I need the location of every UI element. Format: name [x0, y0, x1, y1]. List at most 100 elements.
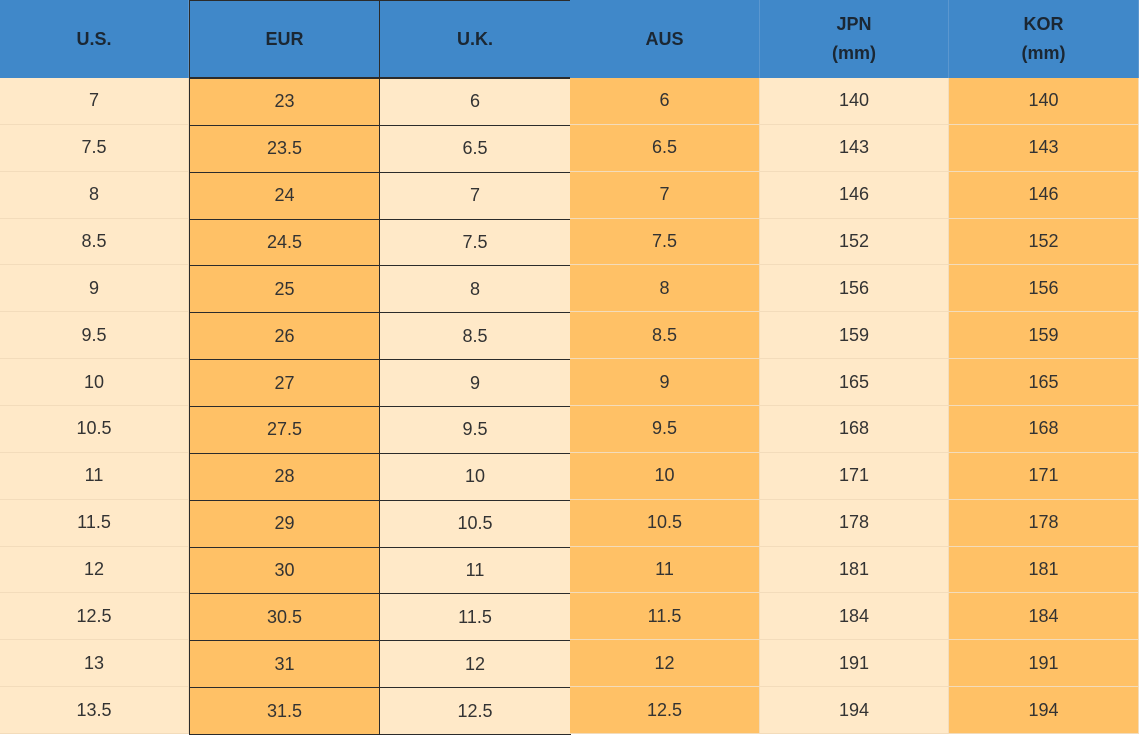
- table-cell: 8.5: [379, 312, 571, 361]
- table-cell: 26: [189, 312, 380, 361]
- cell-text: 8: [659, 277, 670, 298]
- table-cell: 9: [570, 359, 760, 406]
- table-cell: 31.5: [189, 687, 380, 735]
- cell-text: 12.5: [457, 700, 493, 721]
- table-cell: 6.5: [379, 124, 571, 173]
- table-cell: 25: [189, 265, 380, 314]
- header-cell: U.S.: [0, 0, 189, 78]
- cell-text: 30.5: [266, 606, 303, 627]
- cell-text: 10: [83, 371, 105, 392]
- table-cell: 13.5: [0, 687, 189, 734]
- table-cell: 7.5: [570, 218, 760, 266]
- cell-text: 171: [1028, 465, 1059, 486]
- cell-text: 9: [469, 372, 480, 393]
- table-cell: 152: [949, 218, 1139, 266]
- cell-text: 191: [1028, 652, 1059, 673]
- table-cell: 178: [949, 499, 1139, 547]
- cell-text: 7.5: [462, 231, 488, 252]
- cell-text: 23: [274, 91, 295, 112]
- cell-text: U.K.: [457, 28, 493, 49]
- cell-text: 9.5: [81, 324, 107, 345]
- cell-text: 9: [659, 371, 670, 392]
- table-cell: 6: [379, 78, 571, 126]
- table-cell: 143: [760, 124, 949, 172]
- table-cell: 168: [949, 406, 1139, 453]
- cell-text: 6: [469, 91, 480, 112]
- cell-text: 140: [838, 90, 870, 111]
- cell-text: 8: [469, 278, 480, 299]
- cell-text: 152: [838, 230, 870, 251]
- table-cell: 30: [189, 546, 380, 595]
- table-cell: 9: [0, 265, 189, 313]
- table-cell: 9.5: [0, 312, 189, 360]
- table-cell: 171: [760, 452, 949, 500]
- table-cell: 27: [189, 359, 380, 407]
- table-cell: 10: [570, 452, 760, 500]
- cell-text: 165: [1028, 371, 1059, 392]
- cell-text: 159: [838, 324, 870, 345]
- table-cell: 23: [189, 78, 380, 126]
- cell-text: 140: [1028, 90, 1059, 111]
- table-cell: 12: [0, 546, 189, 594]
- cell-text: 24: [274, 185, 295, 206]
- table-cell: 12: [570, 640, 760, 688]
- cell-text: 7.5: [651, 230, 678, 251]
- cell-text: 30: [274, 559, 295, 580]
- cell-text: AUS: [645, 28, 684, 49]
- table-cell: 178: [760, 499, 949, 547]
- header-cell: AUS: [570, 0, 760, 78]
- table-cell: 194: [760, 687, 949, 734]
- table-cell: 8: [379, 265, 571, 314]
- cell-text: 11: [84, 465, 104, 486]
- table-cell: 10.5: [379, 499, 571, 548]
- table-cell: 7.5: [379, 218, 571, 267]
- cell-text: 143: [1028, 137, 1059, 158]
- table-cell: 8: [570, 265, 760, 313]
- cell-text: 143: [838, 137, 870, 158]
- table-cell: 23.5: [189, 124, 380, 173]
- cell-text: EUR: [265, 28, 304, 49]
- table-cell: 9.5: [570, 406, 760, 453]
- cell-text: 23.5: [266, 138, 303, 159]
- table-cell: 171: [949, 452, 1139, 500]
- table-cell: 7.5: [0, 124, 189, 172]
- cell-text: 9: [88, 277, 99, 298]
- cell-text: 12.5: [76, 605, 112, 626]
- cell-text: 7: [469, 185, 480, 206]
- table-cell: 140: [760, 78, 949, 125]
- cell-text: 146: [838, 184, 870, 205]
- cell-text: 13: [83, 652, 105, 673]
- table-cell: 13: [0, 640, 189, 688]
- cell-text: 11: [465, 559, 485, 580]
- table-cell: 6: [570, 78, 760, 125]
- cell-text: 27.5: [266, 419, 303, 440]
- table-cell: 8: [0, 171, 189, 219]
- table-cell: 11: [379, 546, 571, 595]
- table-cell: 156: [760, 265, 949, 313]
- table-cell: 11.5: [570, 593, 760, 641]
- table-cell: 191: [760, 640, 949, 688]
- cell-text: 146: [1028, 184, 1059, 205]
- table-cell: 146: [760, 171, 949, 219]
- cell-text: 25: [274, 278, 295, 299]
- table-cell: 9: [379, 359, 571, 407]
- cell-text: 26: [274, 325, 295, 346]
- header-cell: KOR (mm): [949, 0, 1139, 78]
- header-cell: EUR: [189, 0, 380, 78]
- cell-text: (mm): [832, 43, 876, 63]
- table-cell: 181: [949, 546, 1139, 594]
- table-cell: 140: [949, 78, 1139, 125]
- cell-text: 6.5: [462, 138, 488, 159]
- table-cell: 12.5: [379, 687, 571, 735]
- cell-text: 11.5: [77, 512, 111, 533]
- table-cell: 159: [760, 312, 949, 360]
- table-cell: 29: [189, 499, 380, 548]
- table-cell: 8.5: [570, 312, 760, 360]
- table-cell: 156: [949, 265, 1139, 313]
- table-cell: 143: [949, 124, 1139, 172]
- cell-text: 184: [1028, 605, 1059, 626]
- table-cell: 6.5: [570, 124, 760, 172]
- table-cell: 24.5: [189, 218, 380, 267]
- table-cell: 9.5: [379, 406, 571, 454]
